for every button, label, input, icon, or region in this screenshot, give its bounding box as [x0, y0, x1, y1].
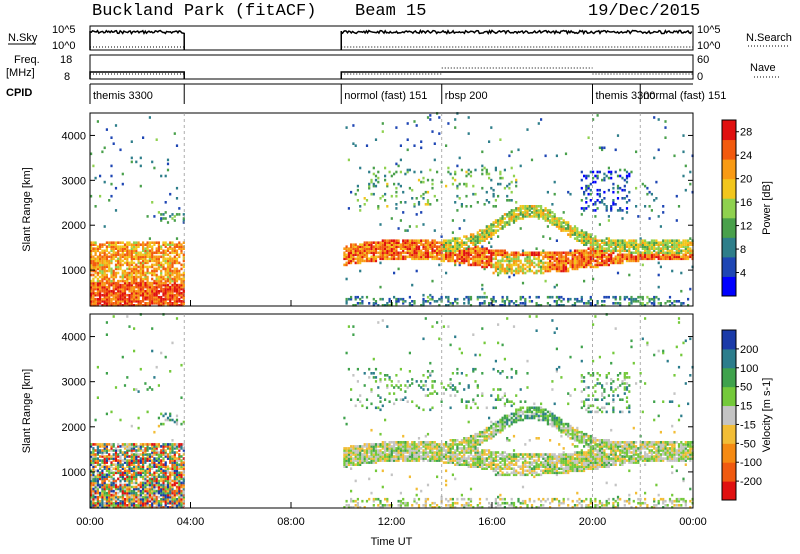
power-panel-frame — [89, 112, 694, 307]
power-cbar-label-5: 24 — [740, 150, 752, 162]
velocity-ylabel: Slant Range [km] — [21, 369, 33, 453]
velocity-colorbar-swatch-0 — [722, 481, 736, 501]
velocity-colorbar-swatch-1 — [722, 462, 736, 482]
power-ytick-label-1: 2000 — [62, 220, 86, 232]
power-cbar-label-2: 12 — [740, 221, 752, 233]
power-colorbar-swatch-8 — [722, 120, 736, 141]
velocity-colorbar-swatch-4 — [722, 405, 736, 425]
nsky-trace-2 — [340, 29, 693, 50]
power-colorbar-swatch-0 — [722, 276, 736, 297]
nsky-panel-frame — [89, 25, 694, 51]
velocity-colorbar-title: Velocity [m s-1] — [761, 378, 773, 453]
freq-unit-label: [MHz] — [6, 67, 35, 79]
cpid-segment-0: themis 3300 — [93, 90, 153, 102]
power-cbar-label-4: 20 — [740, 174, 752, 186]
velocity-colorbar-swatch-2 — [722, 443, 736, 463]
nsearch-tick-low: 10^0 — [697, 40, 721, 52]
xtick-label-5: 20:00 — [579, 516, 607, 528]
power-ytick-label-2: 3000 — [62, 175, 86, 187]
xtick-label-2: 08:00 — [277, 516, 305, 528]
freq-tick-low: 8 — [64, 71, 70, 83]
xtick-label-1: 04:00 — [177, 516, 205, 528]
xtick-label-3: 12:00 — [378, 516, 406, 528]
velocity-cbar-label-7: -200 — [740, 476, 762, 488]
power-heatmap-cells — [90, 112, 694, 307]
nsky-tick-high: 10^5 — [52, 24, 76, 36]
velocity-colorbar-swatch-8 — [722, 330, 736, 350]
power-colorbar-frame — [721, 119, 737, 297]
station-title: Buckland Park (fitACF) — [92, 2, 316, 21]
freq-trace-2 — [340, 71, 693, 79]
power-colorbar-swatch-1 — [722, 256, 736, 277]
velocity-cbar-label-2: 50 — [740, 382, 752, 394]
power-cbar-label-0: 4 — [740, 268, 746, 280]
freq-panel-frame — [89, 54, 694, 80]
nave-tick-high: 60 — [697, 54, 709, 66]
power-colorbar-swatch-2 — [722, 237, 736, 258]
velocity-ytick-label-0: 1000 — [62, 467, 86, 479]
nsky-label: N.Sky — [8, 32, 38, 44]
power-ytick-label-3: 4000 — [62, 130, 86, 142]
power-ytick-label-0: 1000 — [62, 265, 86, 277]
power-cbar-label-6: 28 — [740, 127, 752, 139]
xtick-label-0: 00:00 — [76, 516, 104, 528]
freq-trace-1 — [89, 71, 185, 79]
xaxis-label: Time UT — [371, 536, 413, 548]
freq-tick-high: 18 — [60, 54, 72, 66]
nsky-trace-1 — [89, 29, 185, 51]
freq-label: Freq. — [14, 54, 40, 66]
power-colorbar-title: Power [dB] — [761, 181, 773, 235]
xtick-label-6: 00:00 — [679, 516, 707, 528]
power-colorbar-swatch-6 — [722, 159, 736, 180]
velocity-ytick-label-1: 2000 — [62, 422, 86, 434]
velocity-colorbar-swatch-3 — [722, 424, 736, 444]
xtick-label-4: 16:00 — [478, 516, 506, 528]
power-colorbar-swatch-3 — [722, 217, 736, 238]
velocity-ytick-label-3: 4000 — [62, 332, 86, 344]
velocity-cbar-label-4: -15 — [740, 419, 756, 431]
cpid-segment-2: rbsp 200 — [445, 90, 488, 102]
velocity-cbar-label-0: 200 — [740, 344, 758, 356]
velocity-colorbar-swatch-5 — [722, 386, 736, 407]
power-cbar-label-1: 8 — [740, 244, 746, 256]
power-colorbar-swatch-4 — [722, 198, 736, 219]
cpid-label: CPID — [6, 87, 32, 99]
velocity-heatmap-cells — [90, 313, 694, 509]
power-ylabel: Slant Range [km] — [21, 167, 33, 251]
beam-label: Beam 15 — [355, 2, 426, 21]
velocity-cbar-label-1: 100 — [740, 363, 758, 375]
date-label: 19/Dec/2015 — [588, 2, 700, 21]
velocity-ytick-label-2: 3000 — [62, 377, 86, 389]
cpid-segment-1: normol (fast) 151 — [344, 90, 427, 102]
velocity-colorbar-swatch-7 — [722, 348, 736, 369]
velocity-colorbar-frame — [721, 329, 737, 501]
cpid-segment-4: normal (fast) 151 — [643, 90, 726, 102]
nsearch-label: N.Search — [746, 32, 792, 44]
power-colorbar-swatch-5 — [722, 178, 736, 199]
nsearch-tick-high: 10^5 — [697, 24, 721, 36]
power-colorbar-swatch-7 — [722, 139, 736, 160]
velocity-colorbar-swatch-6 — [722, 367, 736, 388]
velocity-cbar-label-6: -100 — [740, 457, 762, 469]
nave-label: Nave — [750, 62, 776, 74]
nsky-tick-low: 10^0 — [52, 40, 76, 52]
nave-tick-low: 0 — [697, 71, 703, 83]
power-cbar-label-3: 16 — [740, 197, 752, 209]
velocity-cbar-label-3: 15 — [740, 401, 752, 413]
velocity-cbar-label-5: -50 — [740, 438, 756, 450]
